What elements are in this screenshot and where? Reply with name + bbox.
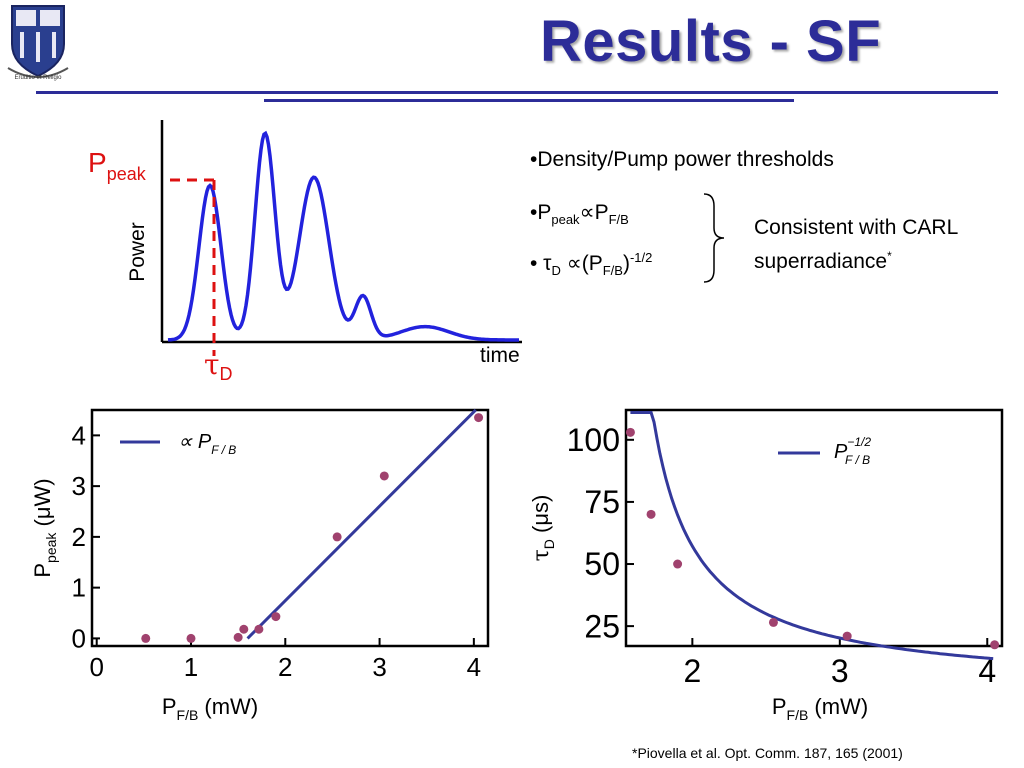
data-point [646, 509, 656, 519]
y-tick-label: 4 [72, 420, 86, 450]
chart2-frame [624, 408, 1004, 648]
chart2-legend-label: P−1/2 F / B [834, 435, 871, 467]
y-tick-label: 25 [584, 608, 620, 644]
data-point [186, 633, 196, 643]
university-logo: Eruditio et Religio [7, 5, 69, 81]
schematic-xlabel: time [480, 344, 520, 367]
logo-motto: Eruditio et Religio [14, 75, 62, 81]
y-tick-label: 75 [584, 484, 620, 520]
bullet-tau: • τD ∝(PF/B)-1/2 [530, 250, 653, 279]
x-tick-label: 2 [278, 652, 292, 682]
tau-vs-pfb-chart: 2 3 4 25 50 75 100 P−1/2 F / B PF/B (mW) τD (μs… [528, 408, 1004, 723]
power-curve [167, 130, 519, 342]
chart2-fit-curve [630, 411, 994, 661]
title-rule-secondary [264, 99, 794, 102]
data-point [254, 624, 264, 634]
data-point [842, 631, 852, 641]
ppeak-label: Ppeak [88, 147, 147, 184]
bullet-ppeak: •Ppeak∝PF/B [530, 201, 629, 228]
data-point [271, 612, 281, 622]
chart2-xlabel: PF/B (mW) [772, 694, 868, 723]
chart2-ylabel: τD (μs) [528, 495, 557, 562]
chart1-fit-line [246, 408, 477, 640]
data-point [233, 632, 243, 642]
chart1-legend-label: ∝ PF / B [178, 431, 236, 457]
data-point [332, 532, 342, 542]
x-tick-label: 3 [831, 653, 849, 689]
x-tick-label: 4 [978, 653, 996, 689]
chart1-ylabel: Ppeak (μW) [30, 478, 59, 577]
data-point [990, 640, 1000, 650]
data-point [673, 559, 683, 569]
data-point [625, 427, 635, 437]
x-tick-label: 4 [467, 652, 481, 682]
chart1-xlabel: PF/B (mW) [162, 694, 258, 723]
data-point [141, 633, 151, 643]
tau-d-label: τD [204, 348, 233, 384]
y-tick-label: 2 [72, 522, 86, 552]
chart1-frame [90, 408, 490, 648]
slide-title: Results - SF [540, 9, 882, 74]
y-tick-label: 0 [72, 623, 86, 653]
x-tick-label: 2 [683, 653, 701, 689]
data-point [379, 471, 389, 481]
title-rule [36, 91, 998, 94]
carl-note: Consistent with CARL superradiance* [754, 216, 959, 273]
x-tick-label: 1 [184, 652, 198, 682]
data-point [768, 617, 778, 627]
bullet-thresholds: •Density/Pump power thresholds [530, 148, 834, 171]
y-tick-label: 1 [72, 573, 86, 603]
y-tick-label: 100 [567, 422, 620, 458]
y-tick-label: 3 [72, 471, 86, 501]
footnote-reference: *Piovella et al. Opt. Comm. 187, 165 (20… [632, 745, 903, 761]
schematic-ylabel: Power [126, 222, 149, 282]
data-point [474, 413, 484, 423]
x-tick-label: 0 [89, 652, 103, 682]
brace-icon [703, 193, 725, 283]
schematic-plot: Power time Ppeak τD [88, 120, 522, 384]
ppeak-vs-pfb-chart: 0 1 2 3 4 0 1 2 3 4 ∝ PF / B PF/B (mW) Ppeak (μW) [30, 408, 490, 723]
x-tick-label: 3 [372, 652, 386, 682]
y-tick-label: 50 [584, 546, 620, 582]
data-point [239, 624, 249, 634]
